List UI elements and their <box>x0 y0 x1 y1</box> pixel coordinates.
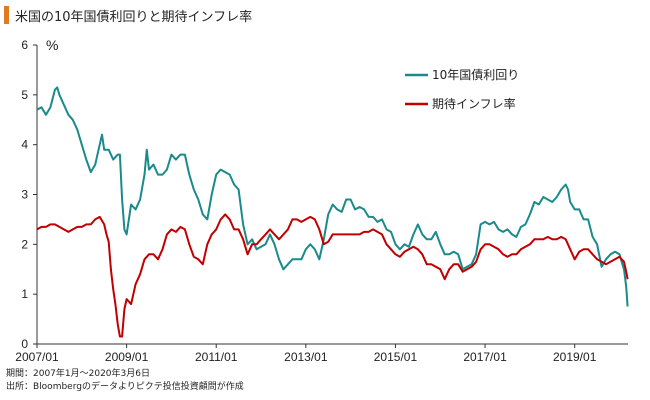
y-tick-label: 1 <box>21 287 28 301</box>
legend-label-2: 期待インフレ率 <box>432 96 516 111</box>
x-tick-label: 2011/01 <box>195 350 238 364</box>
x-tick-label: 2015/01 <box>374 350 418 364</box>
y-tick-label: 3 <box>21 188 28 202</box>
chart-title-bar: 米国の10年国債利回りと期待インフレ率 <box>4 6 253 25</box>
y-tick-label: 2 <box>21 237 28 251</box>
legend-label-1: 10年国債利回り <box>432 67 519 82</box>
title-accent-bar <box>4 6 9 24</box>
footnote-source: 出所：Bloombergのデータよりピクテ投信投資顧問が作成 <box>6 382 244 392</box>
series-line-1 <box>36 86 629 307</box>
y-unit-label: % <box>46 37 58 53</box>
footnotes: 期間：2007年1月～2020年3月6日 出所：Bloombergのデータよりピ… <box>6 368 244 394</box>
x-tick-label: 2013/01 <box>284 350 328 364</box>
x-tick-label: 2017/01 <box>463 350 507 364</box>
y-tick-label: 4 <box>21 138 28 152</box>
series-line-2 <box>36 213 629 338</box>
x-tick-label: 2009/01 <box>105 350 149 364</box>
x-tick-label: 2007/01 <box>15 350 59 364</box>
chart-title: 米国の10年国債利回りと期待インフレ率 <box>15 9 253 25</box>
footnote-period: 期間：2007年1月～2020年3月6日 <box>6 369 150 379</box>
y-tick-label: 0 <box>21 337 28 351</box>
x-tick-label: 2019/01 <box>553 350 597 364</box>
y-tick-label: 6 <box>21 38 28 52</box>
y-tick-label: 5 <box>21 88 28 102</box>
